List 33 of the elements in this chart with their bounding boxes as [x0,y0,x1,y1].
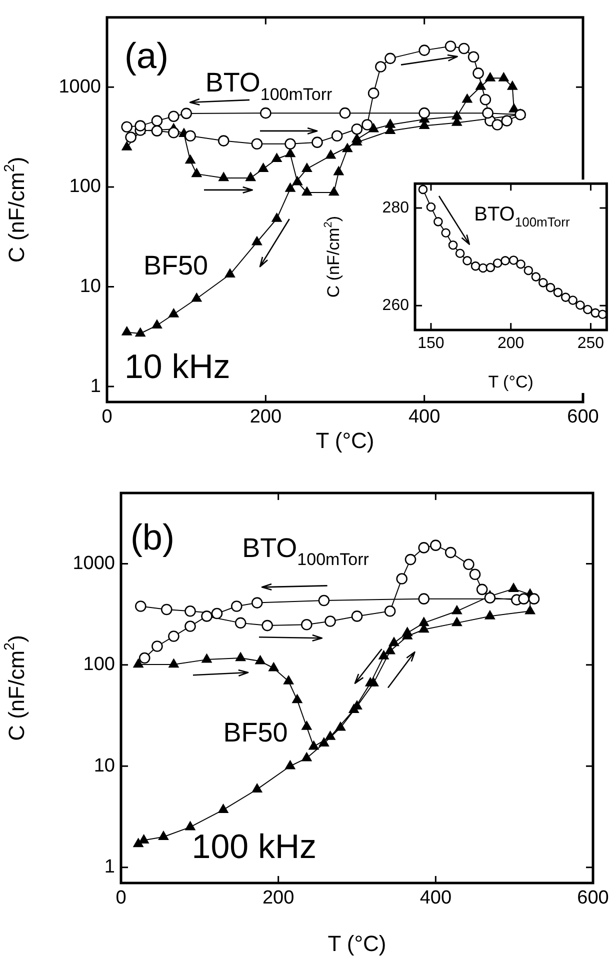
annotation: 100 kHz [192,828,317,866]
y-axis-title: C (nF/cm2) [322,216,343,298]
series-label: BF50 [223,718,288,748]
x-tick-label: 400 [420,888,452,909]
y-tick-label: 10 [80,276,101,297]
y-tick-label: 100 [83,654,115,676]
x-tick-label: 400 [408,406,440,428]
y-tick-label: 100 [69,176,101,198]
x-tick-label: 200 [250,406,282,428]
y-tick-label: 260 [382,297,410,314]
y-tick-label: 1 [90,376,101,397]
y-tick-label: 1 [104,856,115,878]
annotation: (a) [124,35,168,76]
y-tick-label: 10 [94,755,115,776]
y-tick-label: 1000 [58,76,101,98]
x-tick-label: 600 [567,406,599,428]
y-axis-title: C (nF/cm2) [2,156,29,263]
annotation: (b) [130,516,174,558]
x-tick-label: 600 [577,888,609,909]
x-tick-label: 200 [262,888,294,909]
x-tick-label: 150 [418,335,444,352]
y-tick-label: 280 [382,199,410,216]
x-tick-label: 250 [577,335,604,352]
x-tick-label: 200 [498,335,524,352]
x-tick-label: 0 [116,888,126,909]
x-tick-label: 0 [102,406,112,428]
x-axis-title: T (°C) [328,930,386,956]
x-axis-title: T (°C) [488,372,534,392]
y-axis-title: C (nF/cm2) [2,635,29,741]
y-tick-label: 1000 [72,552,115,574]
x-axis-title: T (°C) [316,428,374,453]
annotation: 10 kHz [124,348,230,386]
series-label: BF50 [143,250,208,280]
